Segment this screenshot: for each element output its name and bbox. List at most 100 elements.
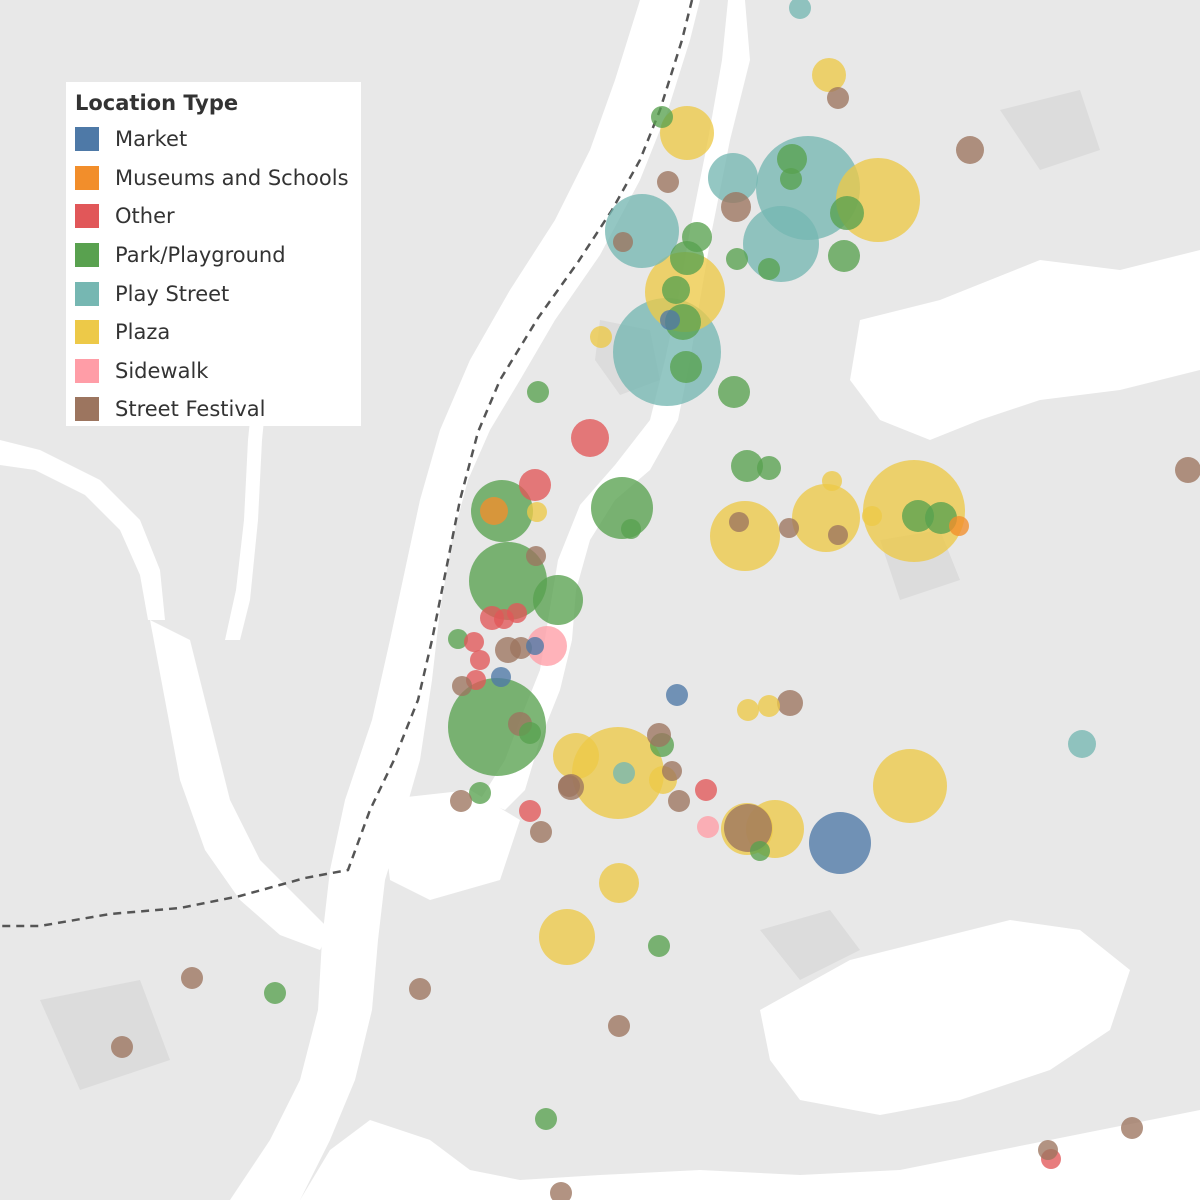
location-marker-street-festival[interactable] xyxy=(558,775,580,797)
location-marker-plaza[interactable] xyxy=(812,58,846,92)
location-marker-play-street[interactable] xyxy=(605,194,679,268)
location-marker-market[interactable] xyxy=(526,637,544,655)
location-marker-other[interactable] xyxy=(494,609,514,629)
location-marker-plaza[interactable] xyxy=(539,909,595,965)
location-marker-museums-and-schools[interactable] xyxy=(480,497,508,525)
legend-item-plaza[interactable]: Plaza xyxy=(75,313,361,352)
legend-item-sidewalk[interactable]: Sidewalk xyxy=(75,352,361,391)
legend-item-market[interactable]: Market xyxy=(75,120,361,159)
location-marker-other[interactable] xyxy=(695,779,717,801)
location-marker-plaza[interactable] xyxy=(873,749,947,823)
location-marker-park-playground[interactable] xyxy=(264,982,286,1004)
location-marker-plaza[interactable] xyxy=(792,484,860,552)
location-marker-market[interactable] xyxy=(491,667,511,687)
location-marker-street-festival[interactable] xyxy=(1175,457,1200,483)
location-marker-park-playground[interactable] xyxy=(902,500,934,532)
location-marker-street-festival[interactable] xyxy=(827,87,849,109)
location-marker-park-playground[interactable] xyxy=(651,106,673,128)
location-marker-other[interactable] xyxy=(519,800,541,822)
location-marker-street-festival[interactable] xyxy=(724,804,772,852)
location-points[interactable] xyxy=(111,0,1200,1200)
location-marker-park-playground[interactable] xyxy=(527,381,549,403)
location-marker-park-playground[interactable] xyxy=(758,258,780,280)
location-marker-play-street[interactable] xyxy=(613,762,635,784)
location-marker-plaza[interactable] xyxy=(737,699,759,721)
location-marker-park-playground[interactable] xyxy=(780,168,802,190)
location-marker-park-playground[interactable] xyxy=(828,240,860,272)
location-marker-plaza[interactable] xyxy=(822,471,842,491)
location-marker-play-street[interactable] xyxy=(708,153,758,203)
location-marker-other[interactable] xyxy=(571,419,609,457)
location-marker-street-festival[interactable] xyxy=(777,690,803,716)
location-marker-park-playground[interactable] xyxy=(750,841,770,861)
location-marker-play-street[interactable] xyxy=(789,0,811,19)
location-marker-park-playground[interactable] xyxy=(718,376,750,408)
location-marker-street-festival[interactable] xyxy=(613,232,633,252)
location-marker-park-playground[interactable] xyxy=(830,196,864,230)
location-marker-street-festival[interactable] xyxy=(452,676,472,696)
location-marker-park-playground[interactable] xyxy=(621,519,641,539)
location-marker-park-playground[interactable] xyxy=(662,276,690,304)
location-marker-plaza[interactable] xyxy=(527,502,547,522)
location-marker-street-festival[interactable] xyxy=(721,192,751,222)
location-marker-plaza[interactable] xyxy=(553,733,599,779)
location-marker-plaza[interactable] xyxy=(758,695,780,717)
location-marker-park-playground[interactable] xyxy=(469,542,547,620)
location-marker-plaza[interactable] xyxy=(862,506,882,526)
location-marker-market[interactable] xyxy=(809,812,871,874)
location-marker-street-festival[interactable] xyxy=(662,761,682,781)
legend-item-other[interactable]: Other xyxy=(75,197,361,236)
location-marker-plaza[interactable] xyxy=(590,326,612,348)
location-marker-street-festival[interactable] xyxy=(956,136,984,164)
location-marker-street-festival[interactable] xyxy=(526,546,546,566)
location-marker-street-festival[interactable] xyxy=(1121,1117,1143,1139)
location-marker-market[interactable] xyxy=(660,310,680,330)
location-marker-park-playground[interactable] xyxy=(726,248,748,270)
location-marker-street-festival[interactable] xyxy=(550,1182,572,1200)
location-marker-street-festival[interactable] xyxy=(409,978,431,1000)
location-marker-market[interactable] xyxy=(666,684,688,706)
location-marker-other[interactable] xyxy=(519,469,551,501)
location-marker-sidewalk[interactable] xyxy=(697,816,719,838)
location-marker-street-festival[interactable] xyxy=(657,171,679,193)
location-marker-museums-and-schools[interactable] xyxy=(949,516,969,536)
location-marker-street-festival[interactable] xyxy=(1038,1140,1058,1160)
location-marker-street-festival[interactable] xyxy=(608,1015,630,1037)
location-marker-street-festival[interactable] xyxy=(828,525,848,545)
location-marker-street-festival[interactable] xyxy=(779,518,799,538)
location-marker-street-festival[interactable] xyxy=(729,512,749,532)
location-marker-street-festival[interactable] xyxy=(111,1036,133,1058)
location-marker-park-playground[interactable] xyxy=(648,935,670,957)
location-marker-park-playground[interactable] xyxy=(448,678,546,776)
location-marker-park-playground[interactable] xyxy=(670,351,702,383)
location-marker-park-playground[interactable] xyxy=(448,629,468,649)
location-marker-play-street[interactable] xyxy=(1068,730,1096,758)
location-marker-street-festival[interactable] xyxy=(181,967,203,989)
location-marker-park-playground[interactable] xyxy=(682,222,712,252)
location-marker-other[interactable] xyxy=(464,632,484,652)
location-marker-park-playground[interactable] xyxy=(519,722,541,744)
legend-item-play-street[interactable]: Play Street xyxy=(75,274,361,313)
legend-item-museums-and-schools[interactable]: Museums and Schools xyxy=(75,159,361,198)
legend-item-park-playground[interactable]: Park/Playground xyxy=(75,236,361,275)
location-marker-street-festival[interactable] xyxy=(647,723,671,747)
location-marker-play-street[interactable] xyxy=(743,206,819,282)
location-marker-street-festival[interactable] xyxy=(510,637,532,659)
location-marker-street-festival[interactable] xyxy=(450,790,472,812)
location-marker-park-playground[interactable] xyxy=(731,450,763,482)
location-marker-other[interactable] xyxy=(470,650,490,670)
location-marker-park-playground[interactable] xyxy=(757,456,781,480)
location-marker-park-playground[interactable] xyxy=(469,782,491,804)
location-marker-plaza[interactable] xyxy=(660,106,714,160)
location-marker-park-playground[interactable] xyxy=(533,575,583,625)
location-marker-park-playground[interactable] xyxy=(535,1108,557,1130)
location-marker-plaza[interactable] xyxy=(599,863,639,903)
location-marker-street-festival[interactable] xyxy=(668,790,690,812)
location-marker-plaza[interactable] xyxy=(710,501,780,571)
location-marker-park-playground[interactable] xyxy=(777,144,807,174)
location-marker-sidewalk[interactable] xyxy=(527,626,567,666)
legend-item-street-festival[interactable]: Street Festival xyxy=(75,390,361,429)
location-marker-street-festival[interactable] xyxy=(530,821,552,843)
